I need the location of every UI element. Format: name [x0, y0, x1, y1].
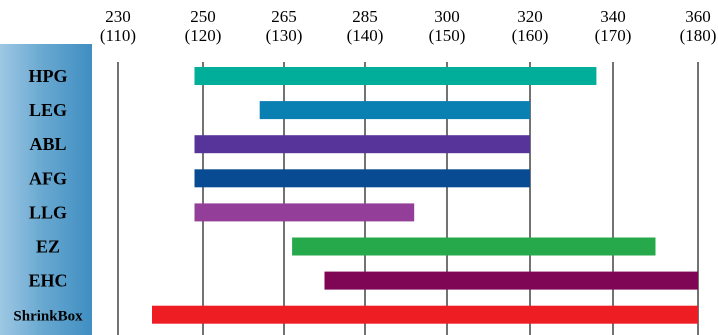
category-label-hpg: HPG — [29, 66, 68, 86]
tick-sublabel-230: (110) — [100, 26, 136, 45]
tick-sublabel-250: (120) — [185, 26, 222, 45]
label-panel — [0, 44, 92, 335]
range-bar-hpg — [194, 67, 597, 85]
category-label-ez: EZ — [36, 237, 60, 257]
tick-label-250: 250 — [190, 7, 216, 26]
category-label-leg: LEG — [29, 100, 67, 120]
tick-label-265: 265 — [271, 7, 297, 26]
tick-label-300: 300 — [434, 7, 460, 26]
tick-label-340: 340 — [600, 7, 626, 26]
tick-label-285: 285 — [352, 7, 378, 26]
range-bar-afg — [194, 169, 530, 188]
range-bar-leg — [259, 101, 530, 120]
range-bar-ez — [292, 237, 656, 256]
tick-label-320: 320 — [517, 7, 543, 26]
tick-sublabel-320: (160) — [512, 26, 549, 45]
tick-label-360: 360 — [685, 7, 711, 26]
tick-label-230: 230 — [105, 7, 131, 26]
category-label-llg: LLG — [29, 202, 67, 222]
range-bar-llg — [194, 203, 415, 222]
range-bar-shrinkbox — [152, 305, 698, 324]
tick-sublabel-340: (170) — [595, 26, 632, 45]
category-label-afg: AFG — [29, 168, 67, 188]
tick-sublabel-285: (140) — [347, 26, 384, 45]
tick-sublabel-300: (150) — [429, 26, 466, 45]
range-bar-ehc — [324, 271, 698, 290]
category-label-shrinkbox: ShrinkBox — [13, 309, 83, 325]
tick-sublabel-265: (130) — [266, 26, 303, 45]
range-bar-abl — [194, 135, 530, 154]
tick-sublabel-360: (180) — [680, 26, 717, 45]
category-label-abl: ABL — [29, 134, 66, 154]
category-label-ehc: EHC — [28, 271, 67, 291]
